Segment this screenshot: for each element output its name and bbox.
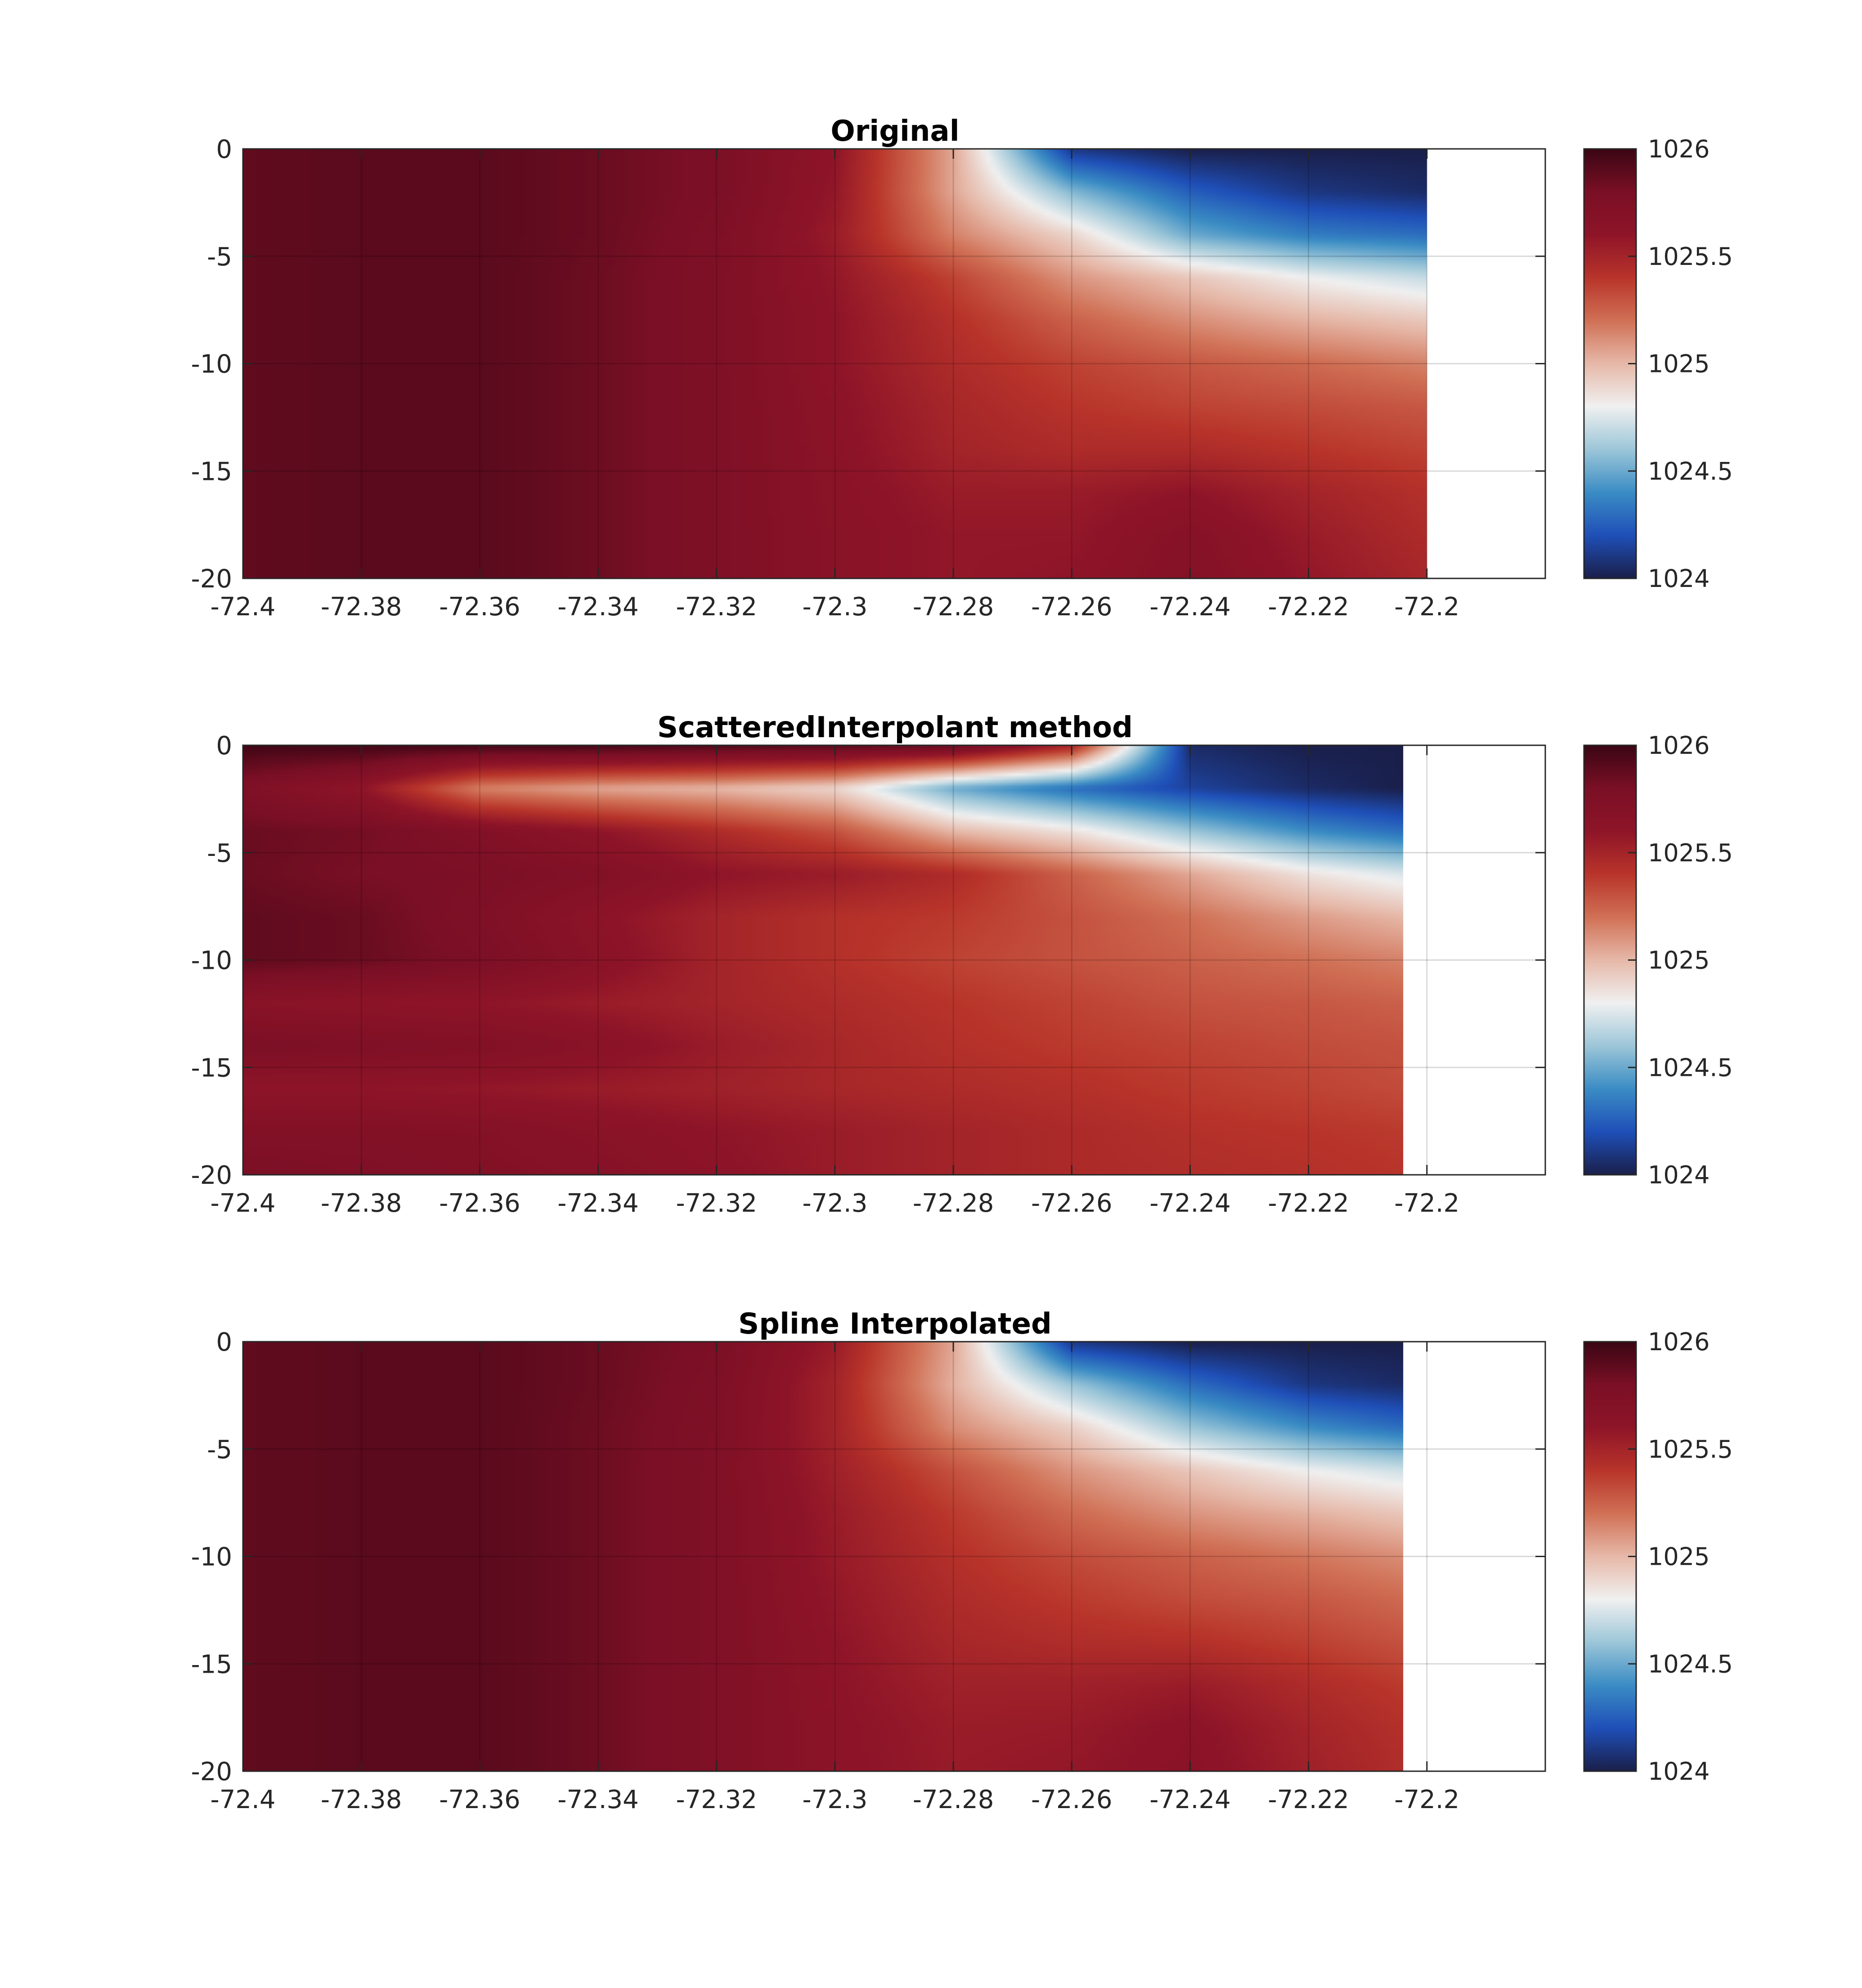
x-tick-label: -72.24 <box>1149 592 1231 622</box>
colorbar-tick-label: 1024 <box>1648 1161 1709 1189</box>
x-tick-label: -72.22 <box>1268 592 1349 622</box>
x-tick-label: -72.28 <box>913 592 994 622</box>
x-tick-label: -72.38 <box>321 1785 402 1814</box>
colorbar-tick-label: 1025.5 <box>1648 242 1733 271</box>
x-tick-label: -72.32 <box>676 1189 757 1218</box>
x-tick-label: -72.26 <box>1031 1785 1113 1814</box>
y-tick-label: -20 <box>191 1757 232 1787</box>
x-tick-label: -72.3 <box>802 1785 867 1814</box>
x-tick-label: -72.26 <box>1031 1189 1113 1218</box>
x-tick-label: -72.3 <box>802 592 867 622</box>
x-tick-label: -72.24 <box>1149 1785 1231 1814</box>
x-tick-label: -72.4 <box>211 1189 276 1218</box>
x-tick-label: -72.38 <box>321 592 402 622</box>
chart-title: Spline Interpolated <box>738 1307 1052 1341</box>
x-tick-label: -72.32 <box>676 592 757 622</box>
x-tick-label: -72.34 <box>557 1785 639 1814</box>
x-tick-label: -72.28 <box>913 1785 994 1814</box>
y-tick-label: -5 <box>207 1435 232 1464</box>
heatmap-surface <box>243 149 1427 578</box>
y-tick-label: -5 <box>207 242 232 272</box>
panel-3: -72.4 -72.38 -72.36 -72.34 -72.32 -72.3 -72.28… <box>191 1307 1733 1814</box>
x-tick-label: -72.26 <box>1031 592 1113 622</box>
colorbar-tick-label: 1026 <box>1648 135 1709 163</box>
y-tick-label: -15 <box>191 1053 232 1083</box>
colorbar-tick-label: 1024.5 <box>1648 1650 1733 1678</box>
y-tick-label: -15 <box>191 1650 232 1679</box>
colorbar: 1026 1025.5 1025 1024.5 1024 <box>1583 135 1733 593</box>
y-tick-label: 0 <box>216 1328 232 1357</box>
colorbar-tick-label: 1024.5 <box>1648 457 1733 485</box>
colorbar-tick-label: 1024 <box>1648 1757 1709 1786</box>
x-tick-label: -72.34 <box>557 1189 639 1218</box>
panel-2: -72.4 -72.38 -72.36 -72.34 -72.32 -72.3 -72.28… <box>191 711 1733 1218</box>
x-tick-label: -72.36 <box>439 1785 520 1814</box>
x-tick-label: -72.38 <box>321 1189 402 1218</box>
colorbar-tick-label: 1025 <box>1648 350 1709 378</box>
x-tick-label: -72.22 <box>1268 1785 1349 1814</box>
y-tick-label: -15 <box>191 457 232 486</box>
x-tick-label: -72.28 <box>913 1189 994 1218</box>
x-tick-label: -72.3 <box>802 1189 867 1218</box>
y-tick-label: -20 <box>191 1161 232 1190</box>
colorbar-tick-label: 1025 <box>1648 1543 1709 1571</box>
chart-title: Original <box>830 115 959 148</box>
colorbar-tick-label: 1025.5 <box>1648 1435 1733 1464</box>
colorbar: 1026 1025.5 1025 1024.5 1024 <box>1583 731 1733 1189</box>
colorbar-tick-label: 1025 <box>1648 946 1709 975</box>
x-tick-label: -72.34 <box>557 592 639 622</box>
heatmap-surface <box>243 1342 1404 1771</box>
y-tick-label: -20 <box>191 564 232 594</box>
chart-title: ScatteredInterpolant method <box>657 711 1133 744</box>
x-tick-label: -72.22 <box>1268 1189 1349 1218</box>
colorbar: 1026 1025.5 1025 1024.5 1024 <box>1583 1328 1733 1786</box>
colorbar-tick-label: 1026 <box>1648 1328 1709 1356</box>
y-tick-label: -10 <box>191 946 232 976</box>
x-tick-label: -72.2 <box>1394 1189 1459 1218</box>
colorbar-ramp <box>1583 1341 1637 1772</box>
x-tick-label: -72.4 <box>211 1785 276 1814</box>
x-tick-label: -72.24 <box>1149 1189 1231 1218</box>
colorbar-tick-label: 1024.5 <box>1648 1053 1733 1082</box>
colorbar-ramp <box>1583 148 1637 579</box>
y-tick-label: -10 <box>191 350 232 379</box>
heatmap-surface <box>243 745 1404 1175</box>
x-tick-label: -72.36 <box>439 1189 520 1218</box>
x-tick-label: -72.2 <box>1394 1785 1459 1814</box>
y-tick-label: 0 <box>216 135 232 164</box>
x-tick-label: -72.4 <box>211 592 276 622</box>
x-tick-label: -72.36 <box>439 592 520 622</box>
x-tick-label: -72.32 <box>676 1785 757 1814</box>
y-tick-label: -10 <box>191 1543 232 1572</box>
panel-1: -72.4 -72.38 -72.36 -72.34 -72.32 -72.3 -72.28… <box>191 115 1733 622</box>
colorbar-tick-label: 1024 <box>1648 564 1709 593</box>
colorbar-tick-label: 1025.5 <box>1648 839 1733 867</box>
colorbar-tick-label: 1026 <box>1648 731 1709 760</box>
y-tick-label: 0 <box>216 731 232 761</box>
y-tick-label: -5 <box>207 839 232 868</box>
x-tick-label: -72.2 <box>1394 592 1459 622</box>
